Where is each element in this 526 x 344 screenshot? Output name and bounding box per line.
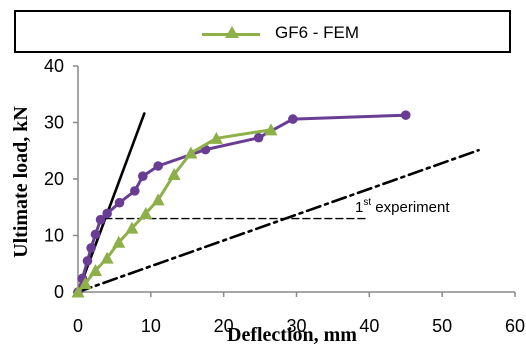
series-1 xyxy=(73,110,411,297)
y-axis-title: Ultimate load, kN xyxy=(10,106,32,258)
circle-marker xyxy=(153,161,163,171)
x-tick-label: 10 xyxy=(141,316,161,336)
y-ticks: 0 10 20 30 40 xyxy=(44,56,78,302)
x-tick-label: 20 xyxy=(214,316,234,336)
series-layer xyxy=(71,110,480,298)
annotation-label: 1st experiment xyxy=(355,197,450,216)
x-axis-title: Deflection, mm xyxy=(227,324,357,344)
circle-marker xyxy=(82,256,93,266)
circle-marker xyxy=(102,208,112,219)
circle-marker xyxy=(114,197,125,208)
triangle-marker xyxy=(184,146,198,159)
x-tick-label: 0 xyxy=(73,316,83,336)
y-tick-label: 10 xyxy=(44,226,64,246)
series-line xyxy=(76,148,480,294)
triangle-marker xyxy=(264,123,278,136)
x-tick-label: 50 xyxy=(432,316,452,336)
triangle-marker xyxy=(100,251,114,264)
circle-marker xyxy=(138,171,148,181)
triangle-marker xyxy=(78,277,92,290)
triangle-marker xyxy=(71,285,85,298)
y-tick-label: 0 xyxy=(54,282,64,302)
x-tick-label: 60 xyxy=(505,316,525,336)
circle-marker xyxy=(90,229,101,240)
series-3 xyxy=(76,148,480,294)
legend-label: GF6 - FEM xyxy=(275,23,360,42)
circle-marker xyxy=(400,110,411,120)
legend: GF6 - FEM xyxy=(14,10,511,53)
triangle-marker xyxy=(88,264,102,277)
triangle-marker xyxy=(112,235,126,248)
y-tick-label: 20 xyxy=(44,169,64,189)
y-tick-label: 30 xyxy=(44,113,64,133)
x-ticks: 0 10 20 30 40 50 60 xyxy=(73,292,525,336)
annotation-number: 1 xyxy=(355,199,363,216)
circle-marker xyxy=(95,214,106,225)
triangle-marker xyxy=(125,221,139,234)
annotation-superscript: st xyxy=(363,197,371,208)
circle-marker xyxy=(86,243,96,253)
circle-marker xyxy=(130,186,140,196)
series-0 xyxy=(71,123,278,298)
triangle-marker-icon xyxy=(225,26,239,38)
triangle-marker xyxy=(167,167,181,180)
circle-marker xyxy=(253,132,264,143)
circle-marker xyxy=(288,114,298,124)
x-tick-label: 30 xyxy=(286,316,306,336)
x-tick-label: 40 xyxy=(359,316,379,336)
annotation-text: experiment xyxy=(371,199,450,216)
triangle-marker xyxy=(209,131,223,144)
triangle-marker xyxy=(139,206,153,219)
triangle-marker xyxy=(151,193,165,206)
y-tick-label: 40 xyxy=(44,56,64,76)
